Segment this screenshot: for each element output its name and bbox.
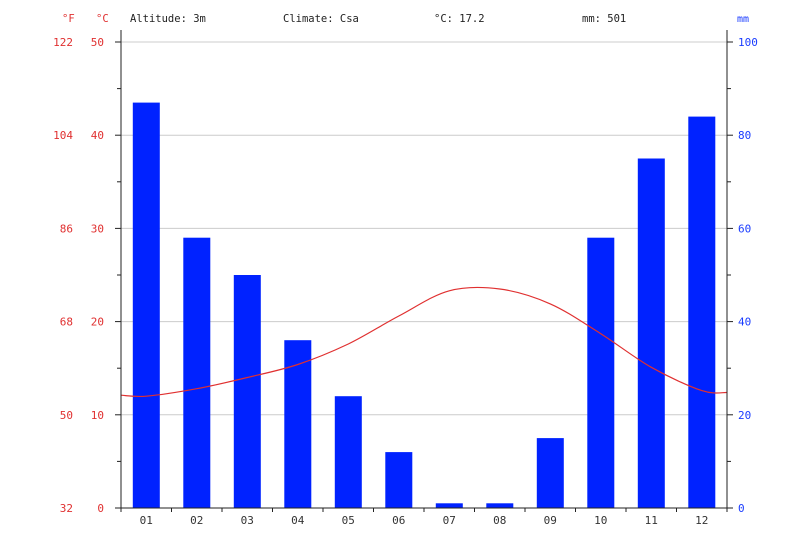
month-tick-label: 07: [443, 514, 456, 527]
month-tick-label: 11: [645, 514, 658, 527]
precipitation-bar: [536, 438, 564, 508]
gridlines: [121, 41, 727, 416]
precipitation-bar: [183, 237, 211, 508]
month-tick-label: 03: [241, 514, 254, 527]
precipitation-bar: [385, 452, 413, 508]
month-tick-label: 08: [493, 514, 506, 527]
precipitation-bars: [132, 102, 716, 508]
precipitation-bar: [284, 340, 312, 508]
total-precipitation-label: mm: 501: [582, 13, 626, 25]
fahrenheit-tick-label: 50: [60, 409, 73, 422]
precipitation-bar: [435, 503, 463, 508]
month-tick-label: 06: [392, 514, 405, 527]
month-tick-label: 02: [190, 514, 203, 527]
celsius-tick-label: 20: [91, 316, 104, 329]
celsius-tick-label: 10: [91, 409, 104, 422]
month-tick-label: 10: [594, 514, 607, 527]
celsius-unit-label: °C: [96, 13, 109, 25]
precipitation-bar: [233, 275, 261, 508]
precipitation-tick-label: 60: [738, 222, 751, 235]
precipitation-tick-label: 100: [738, 36, 758, 49]
month-tick-label: 01: [140, 514, 153, 527]
fahrenheit-tick-label: 68: [60, 316, 73, 329]
climate-label: Climate: Csa: [283, 13, 359, 25]
fahrenheit-tick-label: 122: [53, 36, 73, 49]
mean-temperature-label: °C: 17.2: [434, 13, 485, 25]
precipitation-tick-label: 40: [738, 316, 751, 329]
month-tick-label: 09: [544, 514, 557, 527]
celsius-tick-label: 0: [97, 502, 104, 515]
axes: [115, 30, 733, 512]
precipitation-tick-label: 80: [738, 129, 751, 142]
fahrenheit-tick-label: 32: [60, 502, 73, 515]
precipitation-bar: [587, 237, 615, 508]
celsius-tick-label: 50: [91, 36, 104, 49]
month-tick-label: 05: [342, 514, 355, 527]
precipitation-bar: [637, 158, 665, 508]
precipitation-bar: [334, 396, 362, 508]
precipitation-tick-label: 20: [738, 409, 751, 422]
fahrenheit-tick-label: 86: [60, 222, 73, 235]
precipitation-bar: [132, 102, 160, 508]
precipitation-bar: [486, 503, 514, 508]
month-tick-label: 04: [291, 514, 305, 527]
temperature-line-group: [120, 286, 728, 398]
altitude-label: Altitude: 3m: [130, 13, 206, 25]
millimetre-unit-label: mm: [737, 14, 749, 25]
month-tick-label: 12: [695, 514, 708, 527]
temperature-line: [120, 286, 728, 398]
fahrenheit-unit-label: °F: [62, 13, 75, 25]
precipitation-tick-label: 0: [738, 502, 745, 515]
fahrenheit-tick-label: 104: [53, 129, 73, 142]
celsius-tick-label: 30: [91, 222, 104, 235]
celsius-tick-label: 40: [91, 129, 104, 142]
precipitation-bar: [688, 116, 716, 508]
